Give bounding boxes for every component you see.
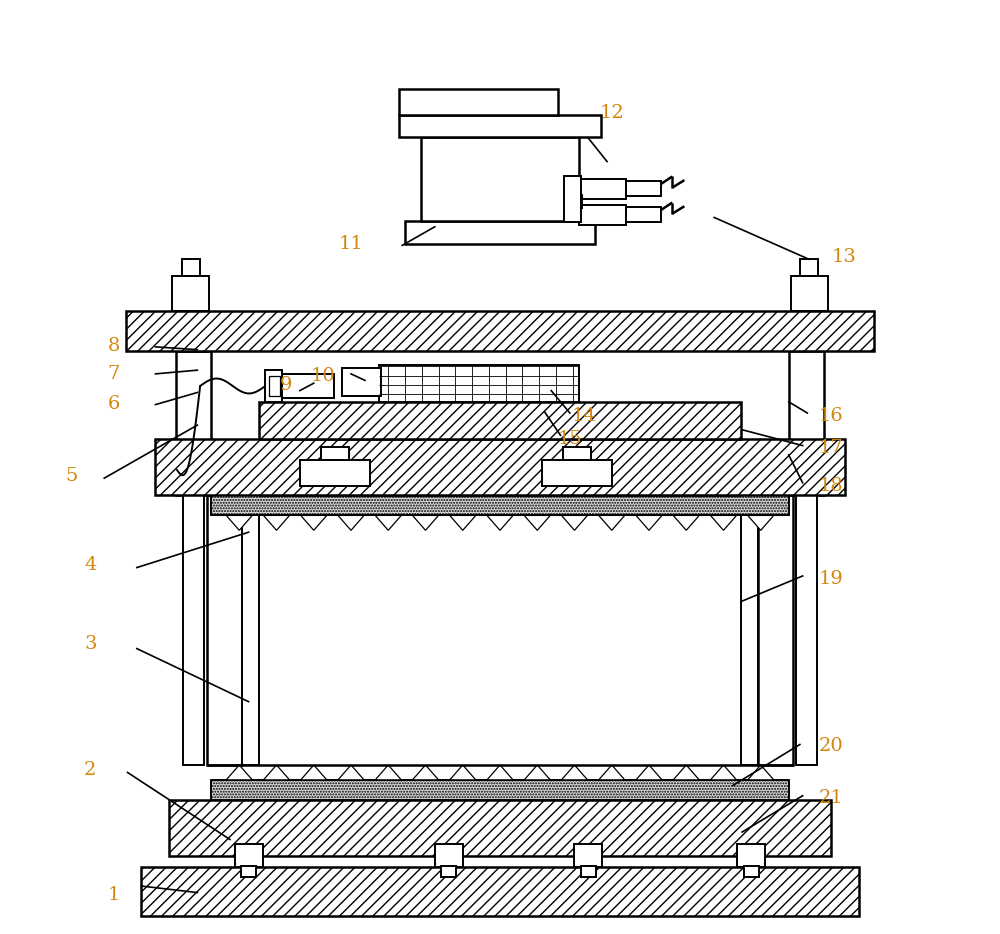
- Bar: [183, 495, 204, 765]
- Bar: [172, 276, 209, 311]
- Polygon shape: [710, 765, 737, 780]
- Polygon shape: [524, 516, 550, 531]
- Bar: [169, 800, 831, 856]
- Bar: [542, 460, 612, 486]
- Polygon shape: [301, 765, 327, 780]
- Text: 18: 18: [818, 476, 843, 495]
- Text: 16: 16: [818, 407, 843, 425]
- Polygon shape: [710, 516, 737, 531]
- Bar: [259, 402, 741, 439]
- Bar: [176, 350, 211, 495]
- Polygon shape: [561, 516, 588, 531]
- Text: 5: 5: [65, 467, 78, 486]
- Polygon shape: [524, 765, 550, 780]
- Text: 15: 15: [557, 430, 582, 448]
- Bar: [800, 260, 818, 276]
- Bar: [758, 495, 793, 765]
- Text: 20: 20: [818, 737, 843, 756]
- Bar: [399, 89, 558, 115]
- Polygon shape: [375, 516, 401, 531]
- Bar: [435, 844, 463, 868]
- Text: 10: 10: [311, 367, 335, 385]
- Polygon shape: [263, 516, 290, 531]
- Bar: [126, 311, 874, 350]
- Polygon shape: [636, 765, 662, 780]
- Bar: [789, 350, 824, 495]
- Bar: [441, 866, 456, 877]
- Text: 14: 14: [571, 407, 596, 425]
- Polygon shape: [450, 516, 476, 531]
- Bar: [155, 439, 845, 495]
- Polygon shape: [673, 516, 699, 531]
- Bar: [579, 205, 626, 225]
- Bar: [379, 364, 579, 402]
- Polygon shape: [673, 765, 699, 780]
- Bar: [791, 276, 828, 311]
- Polygon shape: [338, 516, 364, 531]
- Bar: [235, 844, 263, 868]
- Text: 7: 7: [107, 365, 120, 383]
- Polygon shape: [226, 516, 252, 531]
- Polygon shape: [412, 765, 439, 780]
- Bar: [579, 179, 626, 199]
- Text: 17: 17: [818, 439, 843, 458]
- Bar: [571, 195, 582, 208]
- Bar: [421, 137, 579, 221]
- Text: 2: 2: [84, 760, 96, 779]
- Polygon shape: [487, 765, 513, 780]
- Polygon shape: [226, 765, 252, 780]
- Bar: [741, 495, 758, 765]
- Polygon shape: [263, 765, 290, 780]
- Bar: [564, 176, 581, 222]
- Polygon shape: [450, 765, 476, 780]
- Text: 1: 1: [107, 886, 120, 904]
- Polygon shape: [599, 765, 625, 780]
- Bar: [321, 446, 349, 460]
- Polygon shape: [599, 516, 625, 531]
- Bar: [563, 446, 591, 460]
- Bar: [796, 495, 817, 765]
- Bar: [626, 207, 661, 222]
- Polygon shape: [748, 516, 774, 531]
- Polygon shape: [301, 516, 327, 531]
- Text: 11: 11: [339, 234, 363, 252]
- Text: 13: 13: [832, 248, 857, 266]
- Text: 21: 21: [818, 788, 843, 807]
- Text: 9: 9: [280, 376, 292, 394]
- Bar: [744, 866, 759, 877]
- Bar: [241, 866, 256, 877]
- Bar: [211, 495, 789, 516]
- Bar: [211, 780, 789, 800]
- Bar: [342, 368, 381, 396]
- Polygon shape: [338, 765, 364, 780]
- Bar: [399, 115, 601, 137]
- Text: 3: 3: [84, 635, 97, 653]
- Bar: [265, 370, 282, 402]
- Text: 12: 12: [599, 104, 624, 122]
- Polygon shape: [487, 516, 513, 531]
- Text: 8: 8: [107, 337, 120, 355]
- Bar: [737, 844, 765, 868]
- Bar: [141, 868, 859, 916]
- Bar: [242, 495, 259, 765]
- Bar: [574, 844, 602, 868]
- Bar: [405, 221, 595, 244]
- Bar: [626, 181, 661, 196]
- Text: 4: 4: [84, 556, 96, 573]
- Bar: [207, 495, 242, 765]
- Bar: [182, 260, 200, 276]
- Text: 19: 19: [818, 570, 843, 587]
- Bar: [278, 374, 334, 398]
- Polygon shape: [375, 765, 401, 780]
- Polygon shape: [412, 516, 439, 531]
- Bar: [269, 375, 280, 396]
- Bar: [300, 460, 370, 486]
- Polygon shape: [636, 516, 662, 531]
- Bar: [581, 866, 596, 877]
- Text: 6: 6: [107, 395, 120, 413]
- Polygon shape: [748, 765, 774, 780]
- Polygon shape: [561, 765, 588, 780]
